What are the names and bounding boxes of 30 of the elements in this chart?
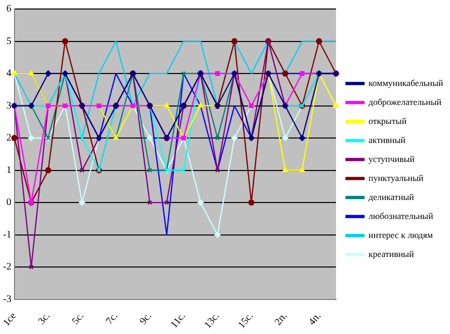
y-tick-label: 6 bbox=[6, 4, 12, 15]
legend-label: активный bbox=[368, 134, 406, 145]
y-tick-label: 4 bbox=[6, 68, 12, 80]
x-tick-label: 3с. bbox=[36, 310, 52, 327]
x-tick-label: 7с. bbox=[104, 310, 120, 327]
legend-label: креативный bbox=[368, 248, 414, 259]
y-tick-label: 3 bbox=[6, 100, 12, 112]
legend-label: уступчивый bbox=[368, 154, 415, 164]
y-tick-label: 1 bbox=[6, 164, 12, 176]
y-tick-label: -1 bbox=[2, 229, 12, 240]
y-tick-label: 2 bbox=[6, 132, 12, 144]
x-tick-label: 9с. bbox=[138, 310, 154, 327]
x-tick-label: 5с. bbox=[70, 310, 86, 327]
y-tick-label: -3 bbox=[2, 294, 12, 305]
y-tick-label: 0 bbox=[6, 197, 12, 208]
y-tick-label: -2 bbox=[2, 262, 12, 273]
legend-label: деликатный bbox=[368, 192, 414, 202]
legend-label: интерес к людям bbox=[368, 230, 434, 240]
legend-label: доброжелательный bbox=[368, 96, 442, 107]
legend-label: коммуникабельный bbox=[368, 78, 444, 88]
legend-label: пунктуальный bbox=[368, 172, 424, 183]
x-tick-label: 1се bbox=[1, 310, 19, 329]
x-tick-label: 11с. bbox=[168, 310, 188, 330]
x-tick-label: 2п. bbox=[272, 310, 290, 328]
x-tick-label: 15с. bbox=[236, 310, 256, 331]
y-tick-label: 5 bbox=[6, 36, 12, 47]
legend-label: любознательный bbox=[368, 210, 434, 221]
legend-label: открытый bbox=[368, 116, 407, 126]
x-tick-label: 4п. bbox=[306, 310, 324, 328]
x-tick-label: 13с. bbox=[202, 310, 222, 331]
